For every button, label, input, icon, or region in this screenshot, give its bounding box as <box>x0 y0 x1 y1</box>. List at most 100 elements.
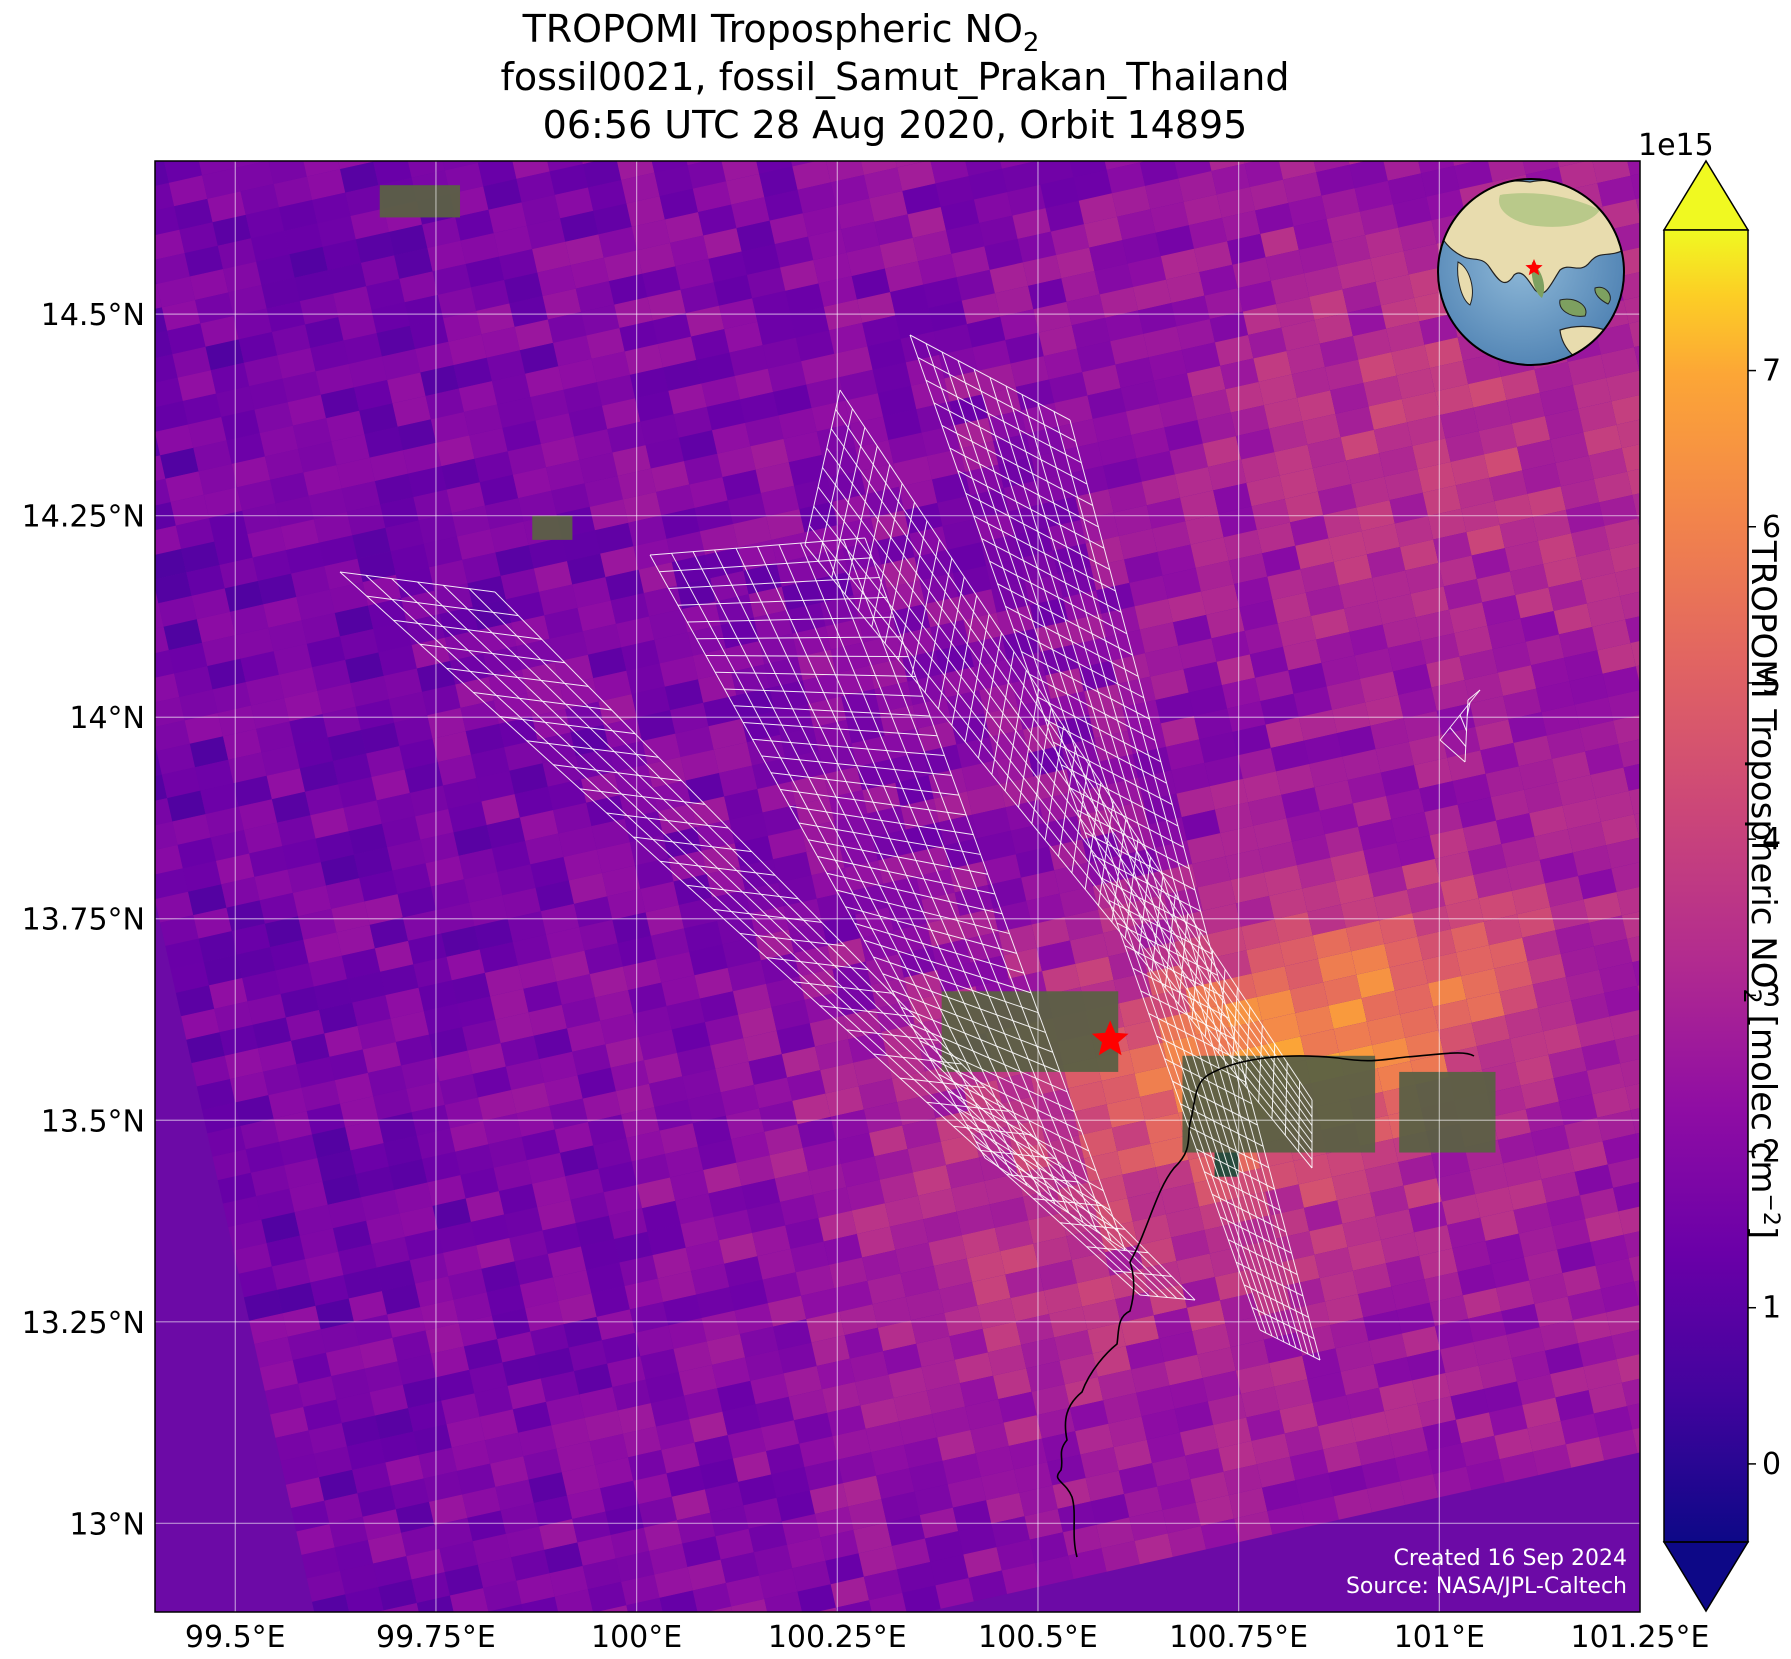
no2-pixel <box>1269 1355 1308 1387</box>
no2-pixel <box>217 705 257 737</box>
no2-pixel <box>738 1474 777 1506</box>
no2-pixel <box>252 550 292 582</box>
no2-pixel <box>722 469 761 501</box>
no2-pixel <box>207 191 246 223</box>
no2-pixel <box>1235 428 1275 460</box>
no2-pixel <box>1469 696 1509 727</box>
no2-pixel <box>682 601 721 633</box>
no2-pixel <box>706 399 746 431</box>
no2-pixel <box>1359 204 1399 236</box>
no2-pixel <box>155 478 171 506</box>
no2-pixel <box>732 983 772 1015</box>
no2-pixel <box>725 641 765 672</box>
no2-pixel <box>1418 161 1455 174</box>
no2-pixel <box>1312 927 1352 959</box>
no2-pixel <box>467 1043 506 1075</box>
no2-pixel <box>1279 935 1318 967</box>
no2-pixel <box>998 924 1037 956</box>
no2-pixel <box>792 1560 831 1592</box>
no2-pixel <box>759 166 798 198</box>
no2-pixel <box>1258 841 1297 873</box>
no2-pixel <box>324 1026 363 1057</box>
no2-pixel <box>1518 1226 1558 1258</box>
no2-pixel <box>225 114 263 145</box>
no2-pixel <box>1193 708 1233 740</box>
no2-pixel <box>614 764 653 796</box>
no2-pixel <box>1066 294 1105 326</box>
no2-pixel <box>652 313 692 345</box>
no2-pixel <box>1178 638 1217 670</box>
no2-pixel <box>479 942 519 973</box>
no2-pixel <box>268 161 307 185</box>
no2-pixel <box>544 1542 583 1574</box>
no2-pixel <box>437 287 477 319</box>
no2-pixel <box>432 731 471 763</box>
no2-pixel <box>1225 849 1264 880</box>
no2-pixel <box>893 456 933 487</box>
no2-pixel <box>593 1138 632 1169</box>
no2-pixel <box>296 122 334 153</box>
no2-pixel <box>322 239 361 271</box>
no2-pixel <box>872 1296 912 1328</box>
no2-pixel <box>1143 326 1182 358</box>
no2-pixel <box>498 1183 538 1215</box>
no2-pixel <box>476 770 515 802</box>
no2-pixel <box>572 1511 611 1543</box>
no2-pixel <box>338 776 377 808</box>
no2-pixel <box>565 1168 604 1200</box>
no2-pixel <box>1141 1408 1180 1440</box>
no2-pixel <box>574 429 613 460</box>
no2-pixel <box>600 1013 639 1045</box>
no2-pixel <box>516 1573 555 1605</box>
no2-pixel <box>486 350 526 382</box>
no2-pixel <box>774 1171 814 1203</box>
no2-pixel <box>668 1317 707 1349</box>
no2-pixel <box>1124 552 1163 583</box>
no2-pixel <box>959 1375 999 1407</box>
no2-pixel <box>514 1253 554 1285</box>
title-line-1: TROPOMI Tropospheric NO2 <box>522 7 1040 58</box>
no2-pixel <box>1317 1418 1357 1450</box>
no2-pixel <box>884 1195 924 1227</box>
no2-pixel <box>390 543 430 575</box>
no2-pixel <box>1403 710 1442 742</box>
no2-pixel <box>558 358 597 390</box>
no2-pixel <box>1373 1356 1413 1388</box>
no2-pixel <box>897 627 936 659</box>
no2-pixel <box>1319 803 1359 835</box>
no2-pixel <box>371 769 410 801</box>
no2-pixel <box>563 382 602 414</box>
no2-pixel <box>1394 1450 1434 1482</box>
no2-pixel <box>1246 475 1285 507</box>
no2-pixel <box>970 1422 1009 1454</box>
no2-pixel <box>654 1567 693 1598</box>
no2-pixel <box>196 611 236 643</box>
no2-pixel <box>966 316 1006 348</box>
no2-pixel <box>1131 1362 1170 1393</box>
no2-pixel <box>340 161 379 193</box>
no2-pixel <box>870 510 910 542</box>
no2-pixel <box>1569 1141 1608 1172</box>
no2-pixel <box>1213 482 1252 514</box>
no2-pixel <box>397 886 437 918</box>
no2-pixel <box>594 1457 634 1489</box>
no2-pixel <box>432 1198 471 1230</box>
no2-pixel <box>1265 717 1304 749</box>
no2-pixel <box>1366 1014 1406 1046</box>
no2-pixel <box>494 1628 532 1659</box>
no2-pixel <box>322 1173 361 1205</box>
no2-pixel <box>1616 886 1640 916</box>
no2-pixel <box>348 1291 388 1322</box>
imagery-patch <box>1399 1071 1496 1153</box>
no2-pixel <box>366 746 405 777</box>
no2-pixel <box>1599 962 1638 994</box>
no2-pixel <box>1620 591 1640 620</box>
no2-pixel <box>1398 220 1437 252</box>
no2-pixel <box>937 495 976 527</box>
no2-pixel <box>1277 616 1317 647</box>
no2-pixel <box>1452 1241 1491 1272</box>
no2-pixel <box>1375 274 1415 306</box>
no2-pixel <box>292 1352 332 1384</box>
no2-pixel <box>944 1305 983 1337</box>
no2-pixel <box>486 817 526 849</box>
